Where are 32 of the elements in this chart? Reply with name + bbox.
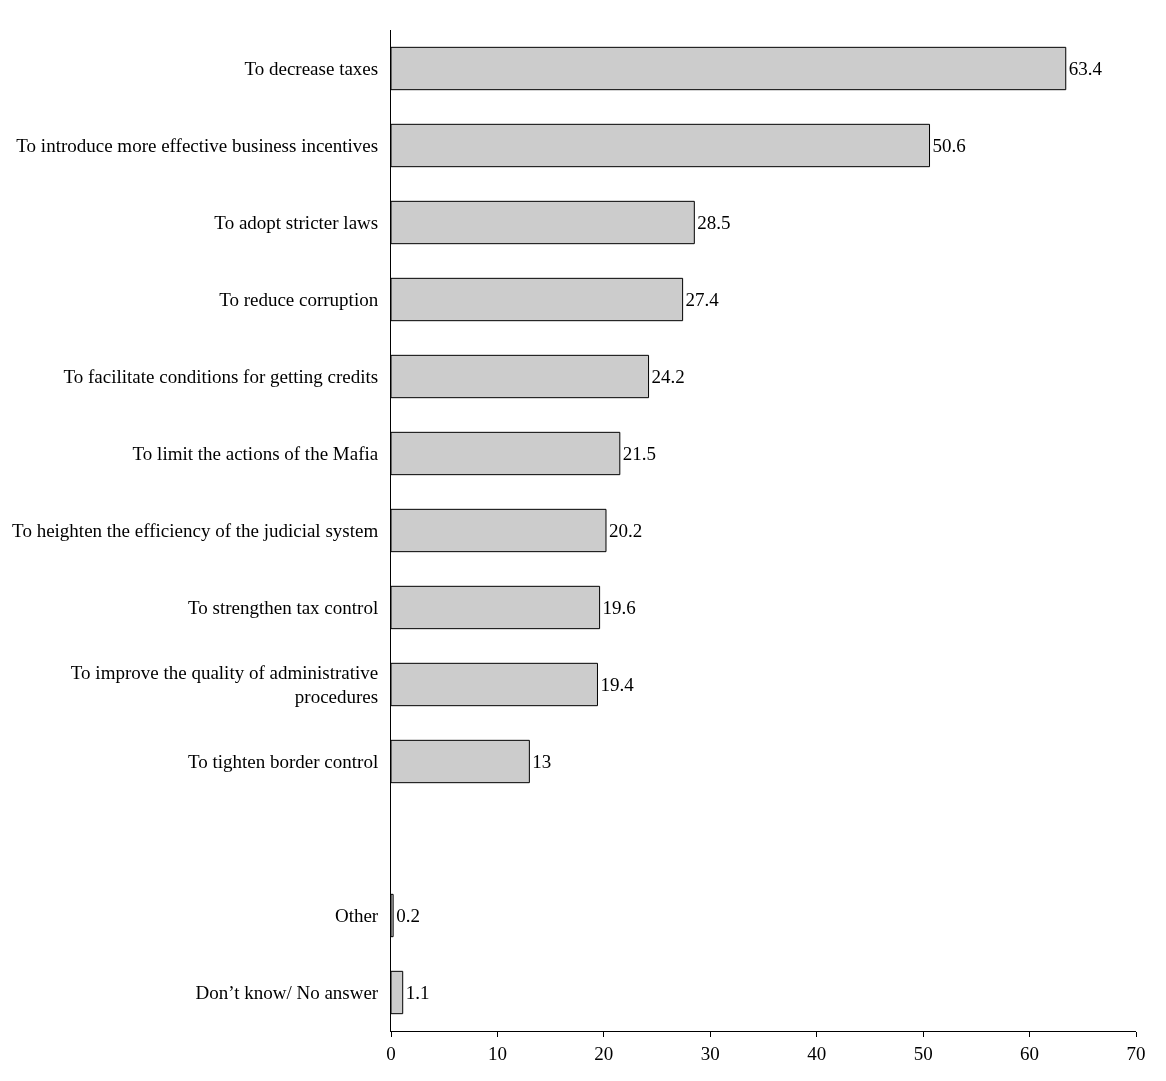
y-tick-label: To tighten border control	[187, 751, 379, 773]
x-tick-label: 40	[807, 1042, 827, 1064]
y-tick-label: To decrease taxes	[244, 58, 379, 80]
data-label: 24.2	[651, 366, 685, 388]
x-tick-label: 0	[386, 1042, 396, 1064]
x-tick-label: 20	[594, 1042, 614, 1064]
data-label: 20.2	[608, 520, 643, 541]
y-tick-label: To strengthen tax control	[187, 597, 379, 619]
y-tick-label: To facilitate conditions for getting credits	[63, 366, 379, 388]
y-tick-label: To limit the actions of the Mafia	[132, 443, 379, 465]
x-tick-label: 30	[700, 1042, 720, 1064]
data-label: 19.6	[602, 596, 636, 618]
data-label: 0.2	[396, 905, 420, 927]
data-label: 28.5	[697, 212, 731, 234]
y-tick-label: To reduce corruption	[219, 289, 379, 311]
x-tick-label: 10	[487, 1042, 507, 1064]
data-label: 50.6	[932, 135, 966, 156]
x-tick-label: 60	[1020, 1042, 1040, 1064]
y-tick-label: Other	[334, 905, 379, 927]
y-tick-label: To heighten the efficiency of the judicial system	[12, 520, 379, 542]
y-tick-label: To introduce more effective business incentives	[16, 135, 379, 157]
y-tick-label: To adopt stricter laws	[214, 212, 379, 234]
x-tick-label: 50	[913, 1042, 933, 1064]
x-tick-label: 70	[1126, 1042, 1146, 1064]
data-label: 63.4	[1068, 58, 1103, 80]
data-label: 19.4	[600, 674, 635, 695]
data-label: 13	[532, 751, 552, 773]
data-label: 27.4	[685, 289, 720, 311]
data-label: 1.1	[405, 982, 430, 1004]
y-tick-label: Don’t know/ No answer	[195, 982, 379, 1004]
y-tick-label: To improve the quality of administrative procedures	[70, 661, 379, 708]
data-label: 21.5	[622, 443, 657, 464]
